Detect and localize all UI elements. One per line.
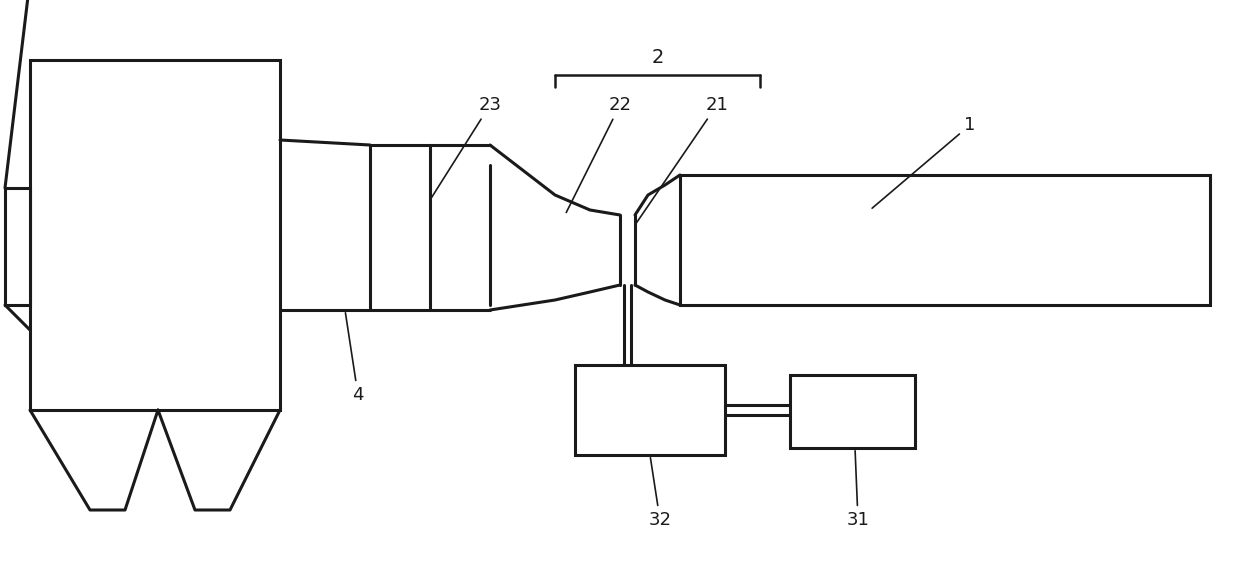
Text: 2: 2	[651, 48, 663, 67]
Bar	[790, 375, 915, 448]
Bar	[575, 365, 725, 455]
Text: 22: 22	[567, 96, 631, 213]
Text: 23: 23	[432, 96, 501, 198]
Text: 21: 21	[636, 96, 728, 223]
Text: 1: 1	[872, 116, 976, 208]
Bar	[30, 60, 280, 410]
Bar	[680, 175, 1210, 305]
Text: 32: 32	[649, 458, 672, 529]
Bar	[370, 145, 430, 310]
Text: 31: 31	[847, 451, 869, 529]
Text: 4: 4	[346, 313, 363, 404]
Bar	[5, 188, 30, 305]
